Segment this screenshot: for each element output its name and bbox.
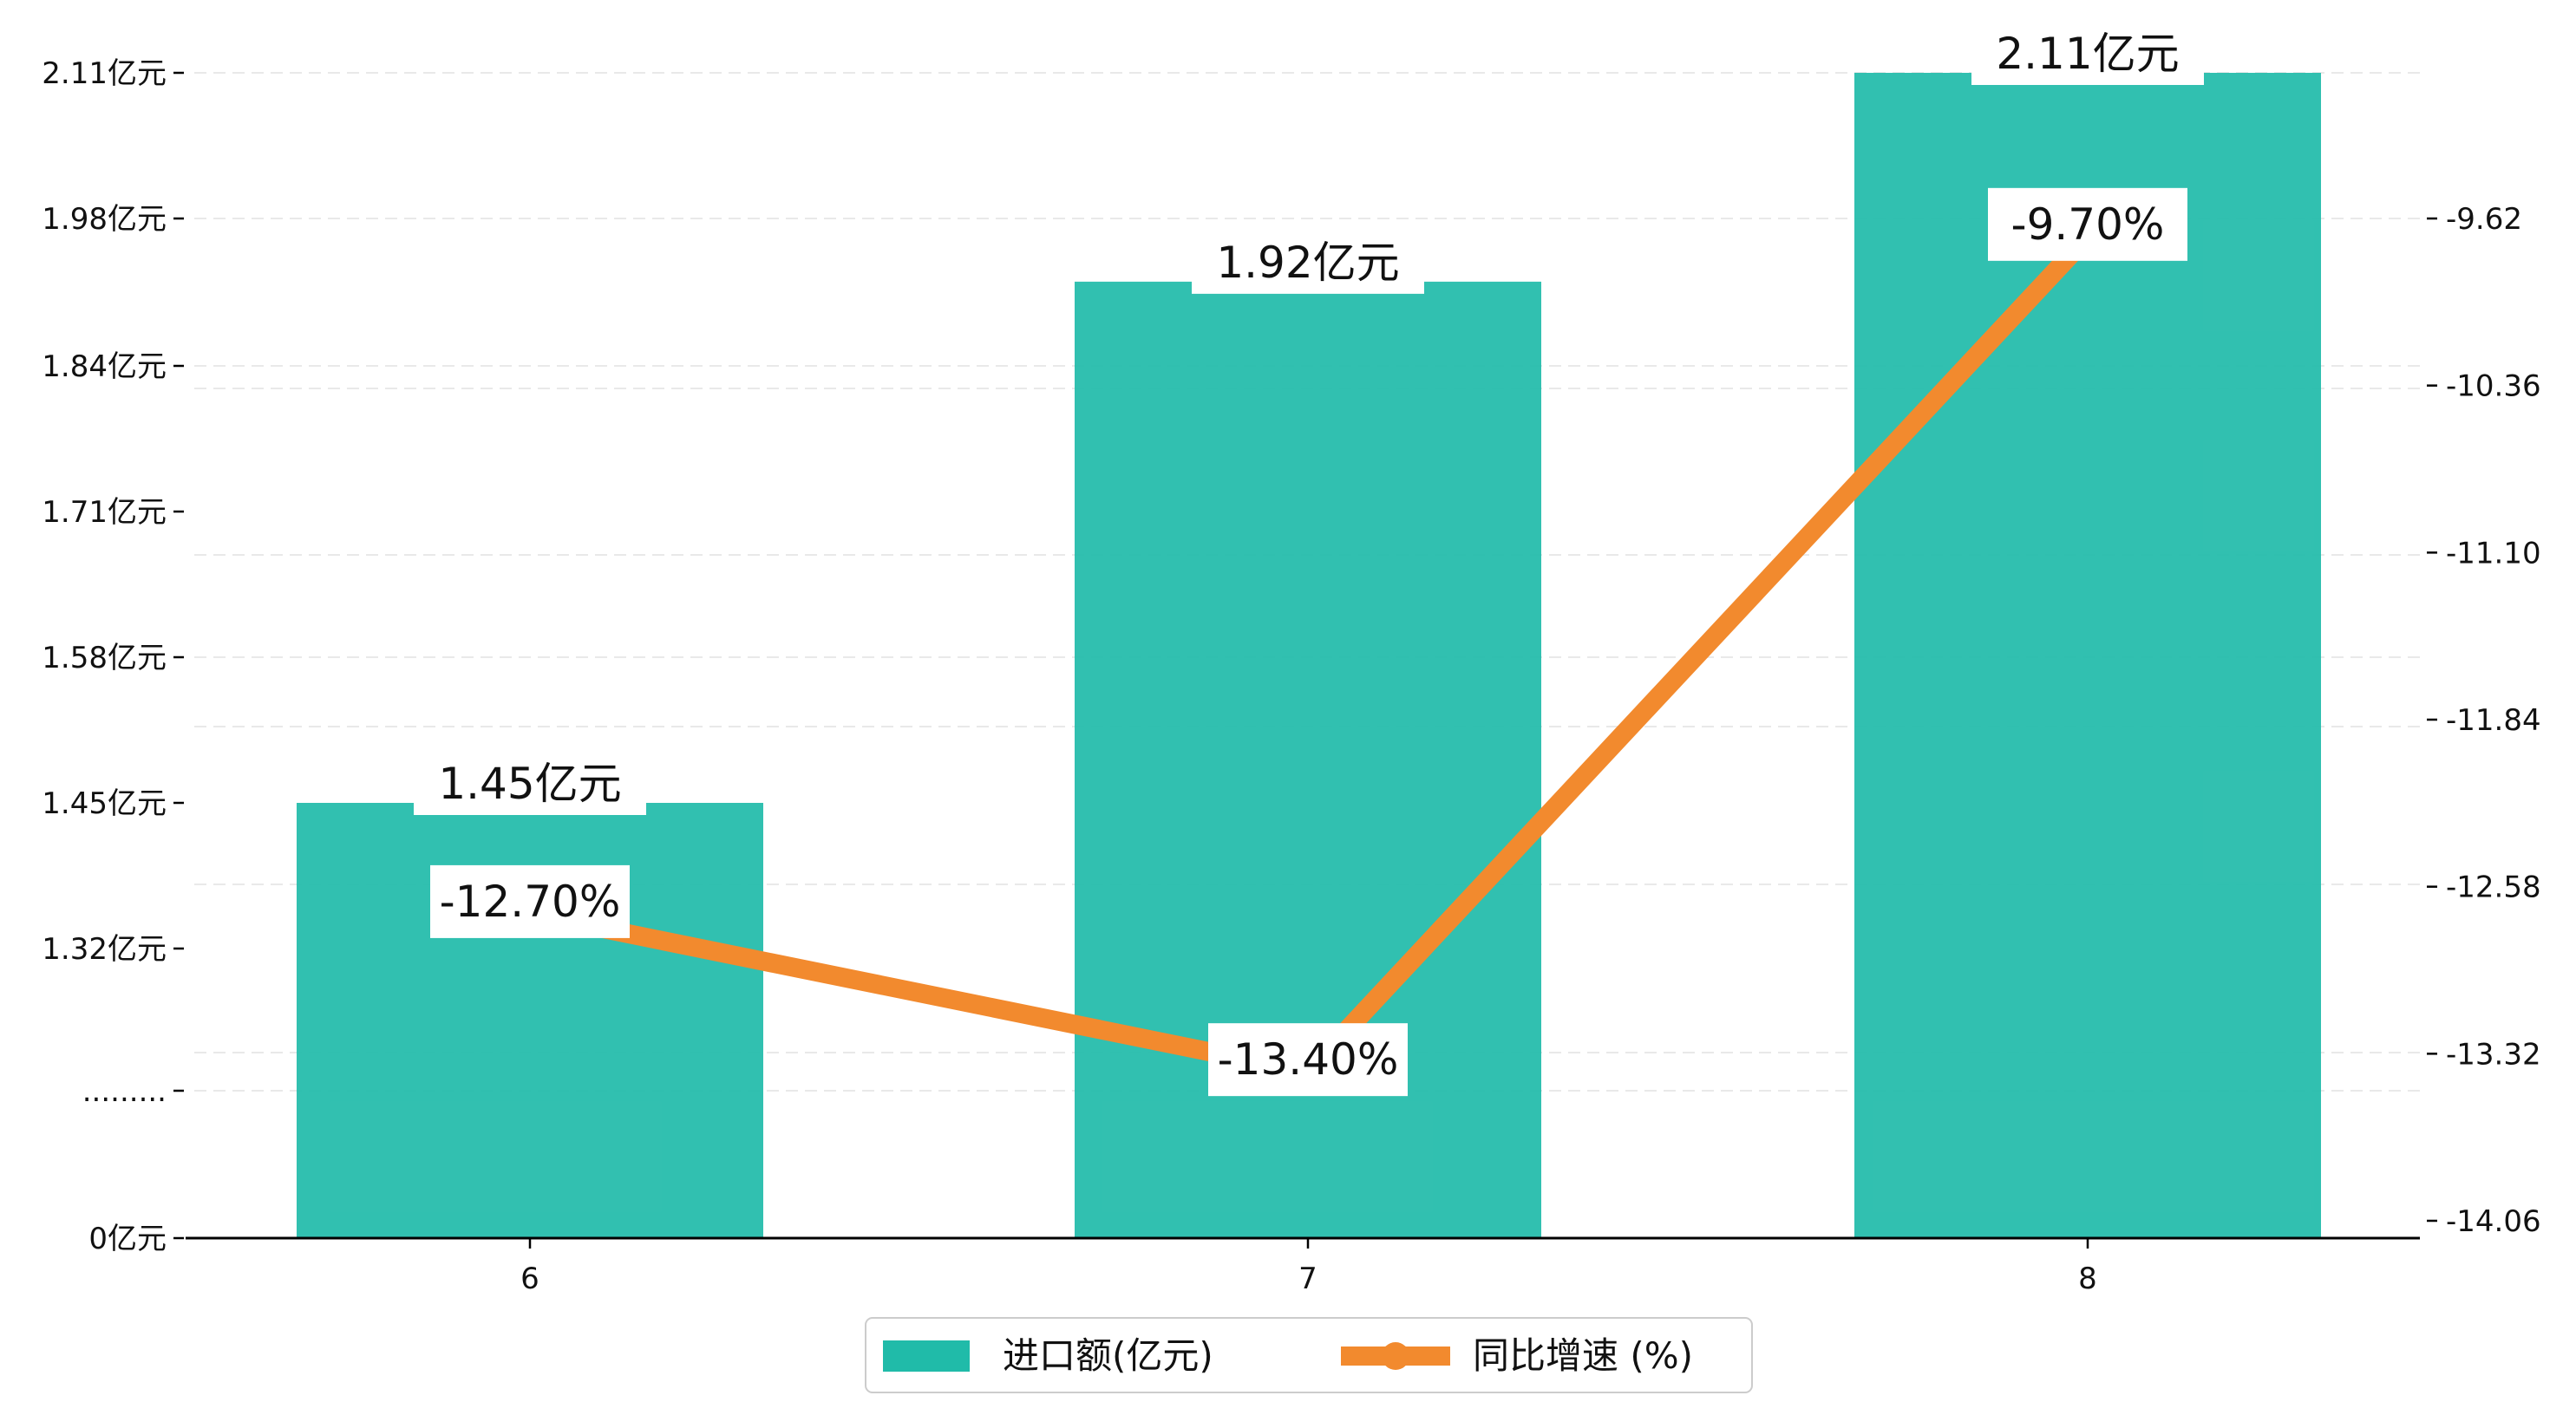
growth-value-label-8-box [1988,187,2187,261]
legend-line-marker [1382,1342,1409,1370]
growth-value-label-8: -9.70% [2011,199,2165,250]
bar-value-label-6: 1.45亿元 [438,759,621,809]
right-tick-label: -9.62 [2446,202,2522,237]
label-layer: 1.45亿元 1.92亿元 2.11亿元 -12.70% -13.40% -9.70% [414,23,2204,1097]
left-tick-label: 1.84亿元 [42,349,167,384]
right-tick-label: -10.36 [2446,369,2541,404]
bar-value-label-8: 2.11亿元 [1996,29,2179,79]
left-tick-label: 2.11亿元 [42,56,167,91]
right-tick-label: -12.58 [2446,871,2541,905]
left-tick-label: 1.45亿元 [42,786,167,821]
left-tick-label: 1.98亿元 [42,202,167,237]
right-tick-label: -14.06 [2446,1204,2541,1239]
growth-value-label-6-box [430,864,630,938]
x-tick-label: 6 [520,1262,539,1296]
legend-box [865,1317,1753,1393]
growth-value-label-6: -12.70% [440,877,621,927]
growth-value-label-7-box [1208,1023,1408,1097]
legend: 进口额(亿元) 同比增速 (%) [865,1317,1753,1393]
right-tick-label: -13.32 [2446,1037,2541,1072]
left-tick-label: 1.32亿元 [42,932,167,967]
bar-value-label-8-box [1971,23,2204,85]
axis-layer: 0亿元......... 1.32亿元 1.45亿元 1.58亿元 1.71亿元 1.84… [42,56,2540,1296]
bar-8 [1854,73,2321,1238]
legend-line-label: 同比增速 (%) [1473,1334,1693,1377]
x-tick-label: 7 [1298,1262,1317,1296]
growth-value-label-7: -13.40% [1218,1034,1399,1085]
bar-value-label-7-box [1192,231,1424,294]
x-tick-label: 8 [2078,1262,2097,1296]
left-tick-label: ......... [82,1074,167,1109]
bar-value-label-7: 1.92亿元 [1216,238,1399,288]
right-tick-label: -11.10 [2446,536,2541,571]
left-tick-label: 0亿元 [88,1222,167,1256]
left-tick-label: 1.71亿元 [42,495,167,530]
legend-bar-swatch [883,1340,970,1372]
right-tick-label: -11.84 [2446,703,2541,738]
left-tick-label: 1.58亿元 [42,641,167,675]
legend-bar-label: 进口额(亿元) [1003,1334,1213,1377]
bar-value-label-6-box [414,753,646,815]
